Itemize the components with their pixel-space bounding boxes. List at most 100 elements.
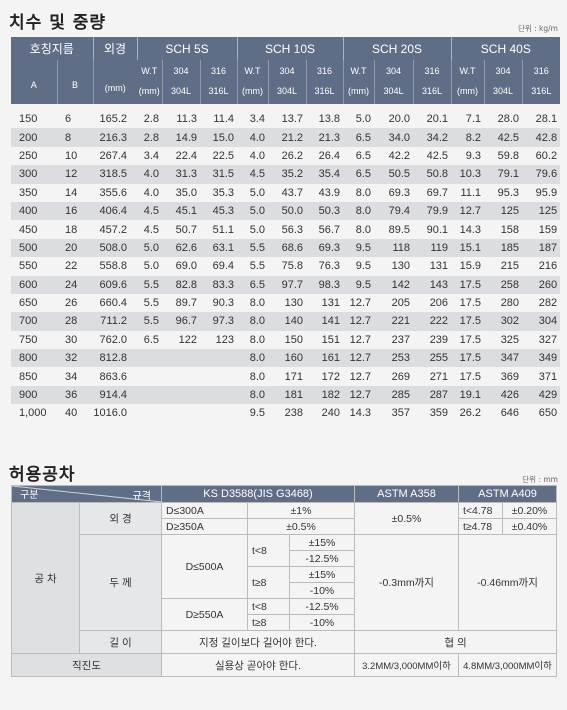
cell-sch20-304: 237 [391,333,411,346]
header-wt-unit: (mm) [137,85,163,104]
cell-sch5-316: 22.5 [212,149,235,162]
wt-t-cond-3: t<8 [247,598,290,615]
cell-sch40-316: 159 [538,223,558,236]
cell-sch40-wt: 19.1 [451,385,485,405]
header-304l: 304L [484,85,523,104]
cell-sch40-304: 302 [484,312,523,331]
wt-t2-plus: ±15% [289,566,355,583]
wt-t-cond-4: t≥8 [247,614,290,631]
cell-b: 36 [57,385,94,405]
cell-a: 150 [19,113,38,126]
cell-sch40-304: 258 [484,275,523,294]
cell-sch40-304: 215 [500,260,520,273]
cell-sch40-wt: 17.5 [451,349,485,368]
cell-sch20-304: 79.4 [374,201,414,221]
od-a409-val-2: ±0.40% [501,518,558,535]
cell-sch20-304: 205 [391,297,411,310]
cell-sch5-316 [200,367,237,385]
cell-sch40-wt: 8.2 [451,128,485,147]
header-316l: 316L [200,85,238,104]
cell-sch20-316: 119 [413,238,452,258]
cell-od: 711.2 [93,312,138,331]
cell-sch40-316: 42.8 [522,128,561,147]
cell-sch10-316: 240 [321,407,341,420]
cell-sch10-wt: 6.5 [237,275,269,294]
unit-label-tolerance: 단위 : mm [522,475,558,484]
cell-sch5-316: 97.3 [200,312,238,331]
header-wt-unit: (mm) [451,85,485,104]
cell-sch40-304: 79.1 [484,165,523,184]
cell-b: 20 [57,238,94,258]
cell-sch5-304: 14.9 [162,128,201,147]
cell-sch40-wt: 17.5 [459,333,482,346]
cell-sch40-wt: 17.5 [459,370,482,383]
header-wt-unit: (mm) [237,85,269,104]
cell-sch10-316: 151 [321,333,341,346]
cell-sch10-316: 21.3 [306,128,344,147]
cell-sch10-wt: 5.0 [237,201,269,221]
header-316: 316 [522,60,561,85]
od-value-1: ±1% [247,502,355,519]
cell-sch5-wt: 3.4 [143,149,160,162]
cell-a: 900 [11,385,57,405]
cell-sch20-wt: 12.7 [349,297,372,310]
header-category-diagonal: 규격 구분 [11,485,162,503]
table-row: 550 22 558.8 5.0 69.0 69.4 5.5 75.8 76.3 9.5 130 13… [11,257,560,275]
cell-sch10-304: 160 [268,349,307,368]
cell-sch10-316: 35.4 [306,165,344,184]
wt-cond-d-small: D≤500A [161,534,248,599]
cell-sch10-wt: 4.0 [237,128,269,147]
cell-sch10-304: 13.7 [281,113,304,126]
cell-sch5-316: 35.3 [212,186,235,199]
table-row: 850 34 863.6 8.0 171 172 12.7 269 271 17.5 369 371 [11,367,560,385]
header-sch-20s: SCH 20S [343,37,452,60]
cell-sch10-wt: 5.0 [249,223,266,236]
cell-b: 24 [57,275,94,294]
cell-sch5-304 [162,349,201,368]
cell-sch5-304: 50.7 [175,223,198,236]
cell-a: 650 [19,297,38,310]
cell-sch5-316: 63.1 [200,238,238,258]
cell-sch40-wt: 26.2 [459,407,482,420]
cell-sch40-316: 216 [538,260,558,273]
cell-sch5-304: 11.3 [176,113,198,126]
cell-sch40-304: 125 [484,201,523,221]
length-astm: 협 의 [353,630,558,654]
cell-od: 812.8 [93,349,138,368]
cell-sch20-wt: 12.7 [343,385,375,405]
cell-b: 8 [57,128,94,147]
cell-sch40-316: 79.6 [522,165,561,184]
cell-sch20-wt: 9.5 [343,238,375,258]
header-304: 304 [162,60,201,85]
wt-t4-value: -10% [289,614,355,631]
table-row: 250 10 267.4 3.4 22.4 22.5 4.0 26.2 26.4 6.5 42.2 4… [11,147,560,165]
cell-sch10-316: 182 [306,385,344,405]
cell-sch5-wt [137,385,163,405]
cell-sch40-316: 327 [538,333,558,346]
cell-sch20-304: 118 [374,238,414,258]
cell-sch10-wt: 3.4 [249,113,266,126]
cell-sch20-316: 69.7 [426,186,449,199]
cell-a: 450 [19,223,38,236]
cell-od: 863.6 [99,370,128,383]
cell-sch5-wt: 4.0 [137,165,163,184]
cell-sch5-304 [162,404,200,422]
cell-sch5-wt: 5.5 [137,312,163,331]
cell-sch20-wt: 8.0 [355,186,372,199]
cell-sch10-304: 35.2 [268,165,307,184]
table-row: 700 28 711.2 5.5 96.7 97.3 8.0 140 141 12.7 221 222… [11,312,561,331]
cell-sch20-316: 79.9 [413,201,452,221]
cell-sch10-304: 68.6 [268,238,307,258]
cell-sch10-wt: 5.5 [249,260,266,273]
cell-od: 165.2 [99,113,128,126]
cell-sch20-316: 131 [429,260,449,273]
cell-sch5-304: 96.7 [162,312,201,331]
header-304: 304 [268,60,307,85]
cell-sch40-304: 646 [500,407,520,420]
cell-sch10-304: 21.2 [268,128,307,147]
cell-od: 267.4 [99,149,128,162]
category-tolerance: 공 차 [11,502,80,654]
cell-sch5-wt: 5.5 [143,297,160,310]
cell-sch20-304: 34.0 [374,128,414,147]
cell-sch40-304: 280 [500,297,520,310]
